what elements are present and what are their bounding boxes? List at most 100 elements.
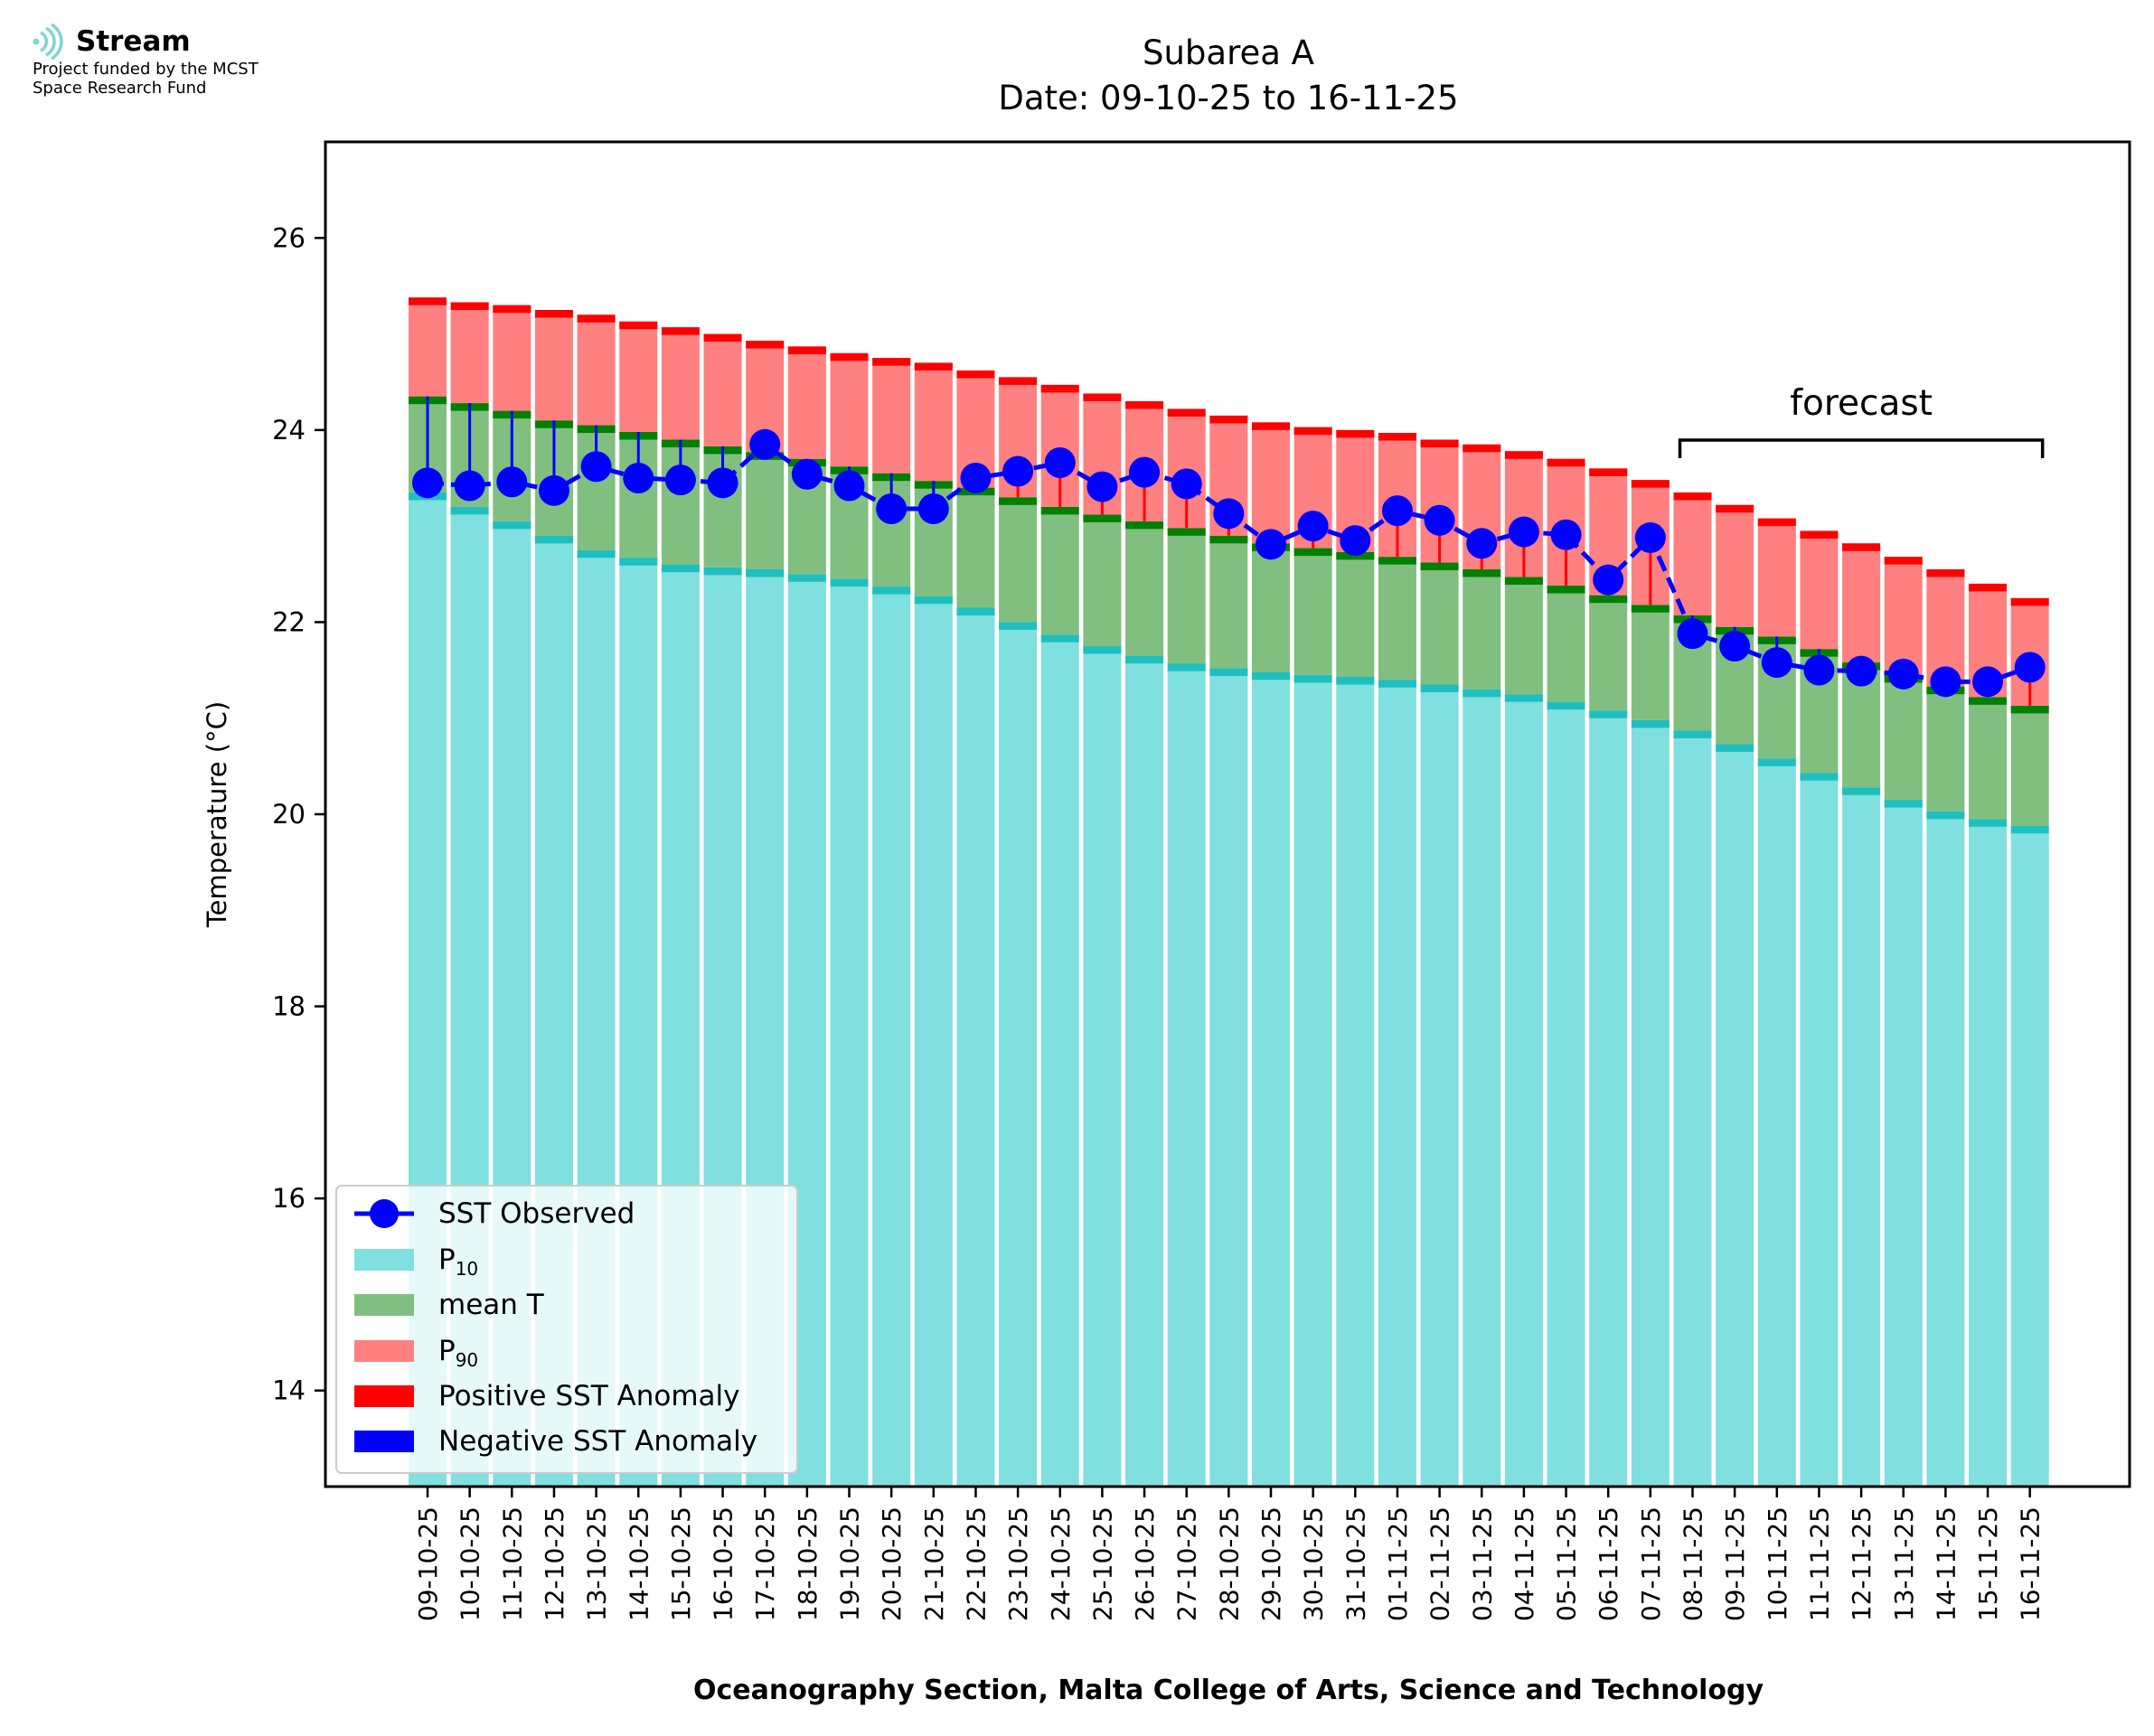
p10-bar <box>1547 701 1585 1487</box>
x-tick-label: 14-11-25 <box>1931 1506 1961 1621</box>
mean-bar-cap <box>1463 568 1501 577</box>
mean-bar-cap <box>1969 697 2008 705</box>
x-tick-label: 11-10-25 <box>497 1506 527 1621</box>
x-axis: 09-10-25 10-10-25 11-10-25 12-10-25 13-10-25… <box>413 1487 2046 1621</box>
x-tick-label: 16-11-25 <box>2016 1506 2046 1621</box>
sst-observed-point <box>917 493 949 525</box>
sst-observed-point <box>412 467 443 499</box>
p90-bar-cap <box>450 302 489 310</box>
x-tick-label: 05-11-25 <box>1552 1506 1582 1621</box>
x-tick-label: 25-10-25 <box>1087 1506 1117 1621</box>
p90-bar <box>619 321 658 432</box>
p10-bar-cap <box>1378 680 1416 688</box>
p10-bar-cap <box>1969 819 2008 827</box>
sst-observed-point <box>538 474 569 506</box>
y-tick-label: 18 <box>272 991 306 1022</box>
legend-label-sst: SST Observed <box>438 1197 635 1230</box>
p90-bar <box>661 327 700 440</box>
p10-bar-cap <box>830 578 869 587</box>
chart-subtitle: Date: 09-10-25 to 16-11-25 <box>998 79 1458 117</box>
sst-observed-point <box>1044 446 1076 478</box>
legend-box <box>335 1185 798 1474</box>
sst-observed-point <box>496 466 528 498</box>
sst-observed-point <box>580 451 612 483</box>
p10-bar-cap <box>914 596 953 605</box>
p10-bar-cap <box>450 506 489 515</box>
p90-bar-cap <box>1969 583 2008 592</box>
p10-bar <box>1757 758 1796 1487</box>
sst-observed-point <box>1677 618 1708 650</box>
p90-bar-cap <box>999 377 1038 385</box>
mean-bar-cap <box>1547 586 1585 594</box>
p10-bar <box>914 596 953 1487</box>
legend-swatch-mean <box>354 1294 414 1316</box>
p90-bar <box>787 346 826 459</box>
mean-bar <box>1969 697 2008 820</box>
p10-bar-cap <box>1083 646 1122 654</box>
p90-bar <box>703 333 742 446</box>
p10-bar-cap <box>619 558 658 566</box>
p90-bar-cap <box>1336 429 1375 438</box>
p10-bar-cap <box>1504 694 1543 702</box>
x-tick-label: 15-10-25 <box>666 1506 696 1621</box>
p10-bar-cap <box>1125 655 1164 664</box>
stream-wave-icon <box>33 23 63 60</box>
mean-bar-cap <box>1336 551 1375 560</box>
mean-bar <box>1463 568 1501 690</box>
x-tick-label: 28-10-25 <box>1214 1506 1244 1621</box>
p10-bar <box>1252 671 1290 1487</box>
p10-bar-cap <box>1252 671 1290 680</box>
sst-observed-point <box>1930 666 1961 698</box>
legend-label-pos: Positive SST Anomaly <box>438 1380 739 1412</box>
p10-bar-cap <box>1589 710 1628 718</box>
p90-bar-cap <box>830 352 869 361</box>
legend-sst-marker <box>370 1199 399 1228</box>
p90-bar <box>1716 504 1754 627</box>
legend-label-neg: Negative SST Anomaly <box>438 1425 757 1458</box>
p10-bar <box>999 622 1038 1487</box>
p90-bar <box>534 310 573 421</box>
p10-bar <box>1589 710 1628 1487</box>
sst-observed-point <box>1171 468 1202 500</box>
mean-bar <box>1631 605 1670 720</box>
x-tick-label: 12-11-25 <box>1847 1506 1877 1621</box>
p90-bar-cap <box>703 333 742 343</box>
x-tick-label: 29-10-25 <box>1256 1506 1286 1621</box>
sst-observed-point <box>1297 511 1329 542</box>
p90-bar-cap <box>1167 408 1206 417</box>
mean-bar <box>1167 528 1206 664</box>
p10-bar <box>956 607 995 1487</box>
mean-bar <box>1504 577 1543 695</box>
p90-bar-cap <box>1716 504 1754 513</box>
p90-bar-cap <box>1040 384 1079 393</box>
p90-bar-cap <box>1800 530 1839 539</box>
legend-swatch-p90 <box>354 1340 414 1362</box>
p10-bar <box>1420 684 1459 1487</box>
p90-bar-cap <box>577 314 616 323</box>
mean-bar <box>1420 562 1459 685</box>
p10-bar <box>1293 674 1332 1487</box>
p10-bar <box>1842 787 1881 1487</box>
p10-bar-cap <box>787 574 826 582</box>
x-tick-label: 18-10-25 <box>793 1506 823 1621</box>
mean-bar <box>1040 506 1079 635</box>
p10-bar-cap <box>703 567 742 576</box>
p90-bar <box>872 358 911 474</box>
sst-observed-point <box>1340 525 1371 557</box>
p10-bar <box>1504 694 1543 1487</box>
p10-bar <box>1083 646 1122 1487</box>
x-tick-label: 16-10-25 <box>709 1506 738 1621</box>
x-tick-label: 09-10-25 <box>413 1506 443 1621</box>
x-tick-label: 15-11-25 <box>1973 1506 2003 1621</box>
mean-bar <box>1293 548 1332 675</box>
sst-observed-point <box>1550 519 1582 550</box>
p10-bar <box>1125 655 1164 1487</box>
p10-bar <box>1209 668 1248 1487</box>
sst-observed-point <box>1213 498 1245 530</box>
x-tick-label: 10-10-25 <box>456 1506 485 1621</box>
p90-bar-cap <box>409 297 447 305</box>
x-tick-label: 20-10-25 <box>877 1506 907 1621</box>
p10-bar <box>1336 677 1375 1487</box>
mean-bar <box>1209 535 1248 669</box>
